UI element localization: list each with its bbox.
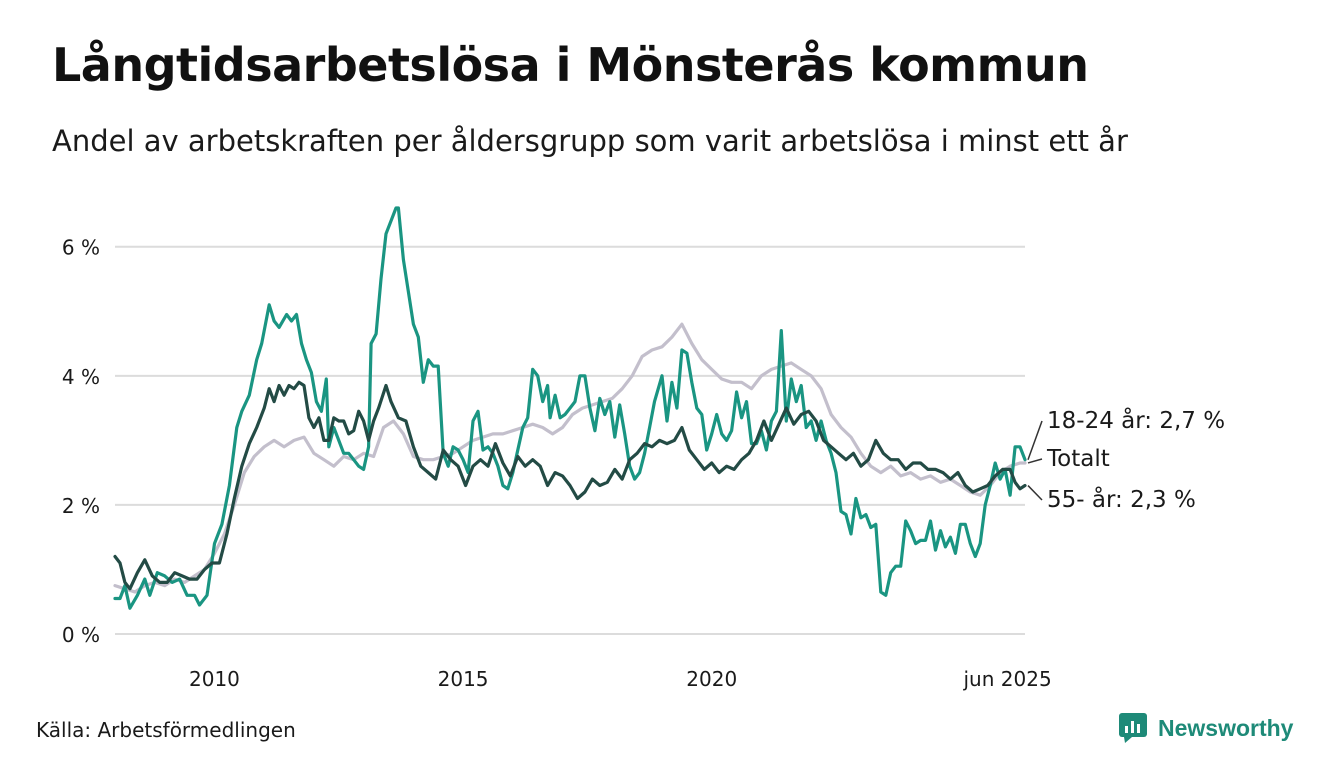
series-lines bbox=[113, 206, 1027, 610]
end-label-leader bbox=[1027, 420, 1043, 460]
chart-title: Långtidsarbetslösa i Mönsterås kommun bbox=[52, 38, 1089, 92]
y-tick-label: 0 % bbox=[62, 623, 100, 647]
brand-name: Newsworthy bbox=[1158, 714, 1294, 741]
x-tick-label: jun 2025 bbox=[963, 667, 1052, 691]
newsworthy-logo-icon bbox=[1119, 713, 1147, 743]
gridlines bbox=[115, 245, 1025, 635]
axis-labels: 0 % 2 % 4 % 6 % 2010 2015 2020 jun 2025 bbox=[62, 236, 1052, 691]
y-tick-label: 2 % bbox=[62, 494, 100, 518]
x-tick-label: 2010 bbox=[189, 667, 240, 691]
end-label-leader bbox=[1027, 485, 1043, 501]
x-tick-label: 2015 bbox=[438, 667, 489, 691]
end-labels: 18-24 år: 2,7 % Totalt 55- år: 2,3 % bbox=[1027, 406, 1225, 513]
series-line-totalt bbox=[113, 322, 1027, 594]
end-label: 18-24 år: 2,7 % bbox=[1047, 406, 1225, 434]
y-tick-label: 4 % bbox=[62, 365, 100, 389]
y-tick-label: 6 % bbox=[62, 236, 100, 260]
brand-logo[interactable]: Newsworthy bbox=[1118, 712, 1293, 744]
series-line-18-24-r bbox=[113, 206, 1027, 610]
x-tick-label: 2020 bbox=[686, 667, 737, 691]
end-label-leader bbox=[1027, 458, 1043, 464]
end-label: 55- år: 2,3 % bbox=[1047, 485, 1196, 513]
chart-subtitle: Andel av arbetskraften per åldersgrupp s… bbox=[52, 124, 1128, 158]
end-label: Totalt bbox=[1046, 446, 1110, 472]
series-line-55-r bbox=[113, 380, 1027, 591]
source-note: Källa: Arbetsförmedlingen bbox=[36, 718, 296, 742]
